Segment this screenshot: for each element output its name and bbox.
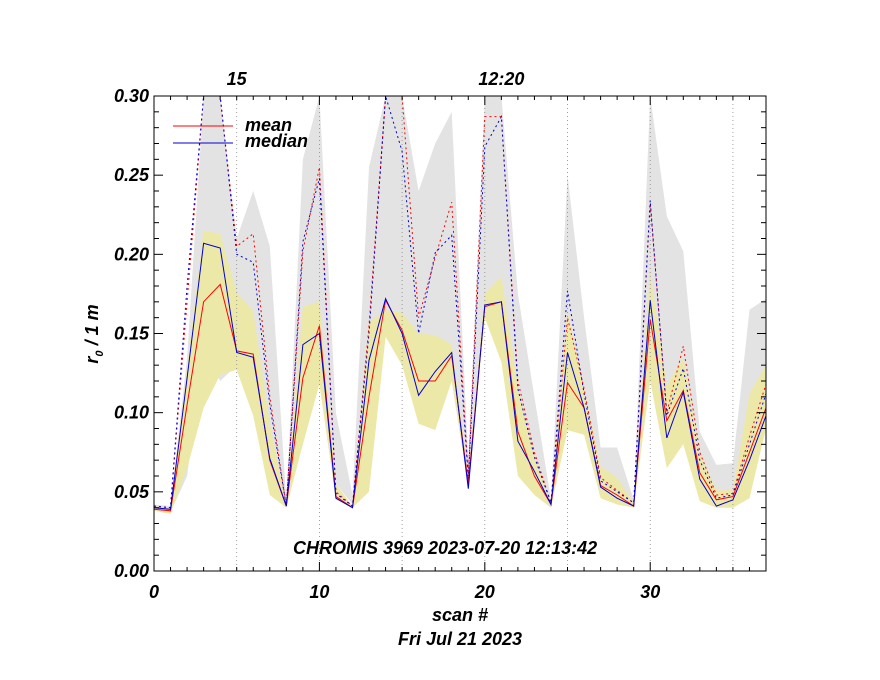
time-marker-label: 12:20 [478, 69, 524, 89]
y-axis-label-sub: 0 [94, 350, 106, 357]
series-median-upper [154, 96, 766, 509]
x-tick-labels: 0 10 20 30 [149, 582, 660, 602]
y-tick-label: 0.05 [114, 482, 150, 502]
band-gray [154, 96, 766, 513]
x-tick-label: 20 [474, 582, 495, 602]
legend: mean median [173, 115, 308, 151]
series-lines [154, 96, 766, 512]
x-tick-label: 30 [640, 582, 660, 602]
x-tick-label: 10 [309, 582, 329, 602]
band-yellow [154, 230, 766, 514]
chart-title: CHROMIS 3969 2023-07-20 12:13:42 [293, 538, 597, 558]
series-median [154, 242, 766, 510]
legend-mean-label: mean [245, 115, 292, 135]
y-axis-label-rest: / 1 m [82, 304, 102, 350]
axis-ticks [153, 95, 767, 572]
time-marker-labels: 15 12:20 [227, 69, 525, 89]
y-axis-label: r0 / 1 m [82, 304, 106, 363]
time-marker-label: 15 [227, 69, 248, 89]
legend-median-label: median [245, 131, 308, 151]
y-tick-label: 0.15 [114, 324, 150, 344]
y-tick-label: 0.30 [114, 86, 149, 106]
x-axis-label: scan # [432, 605, 488, 625]
x-tick-label: 0 [149, 582, 159, 602]
date-label: Fri Jul 21 2023 [398, 629, 522, 649]
y-axis-label-text: r0 / 1 m [82, 304, 106, 363]
y-tick-labels: 0.00 0.05 0.10 0.15 0.20 0.25 0.30 [114, 86, 150, 581]
y-tick-label: 0.25 [114, 165, 150, 185]
y-tick-label: 0.10 [114, 403, 149, 423]
range-bands [154, 96, 766, 514]
y-tick-label: 0.20 [114, 244, 149, 264]
series-mean-upper [154, 96, 766, 509]
y-tick-label: 0.00 [114, 561, 149, 581]
y-axis-label-main: r [82, 356, 102, 364]
